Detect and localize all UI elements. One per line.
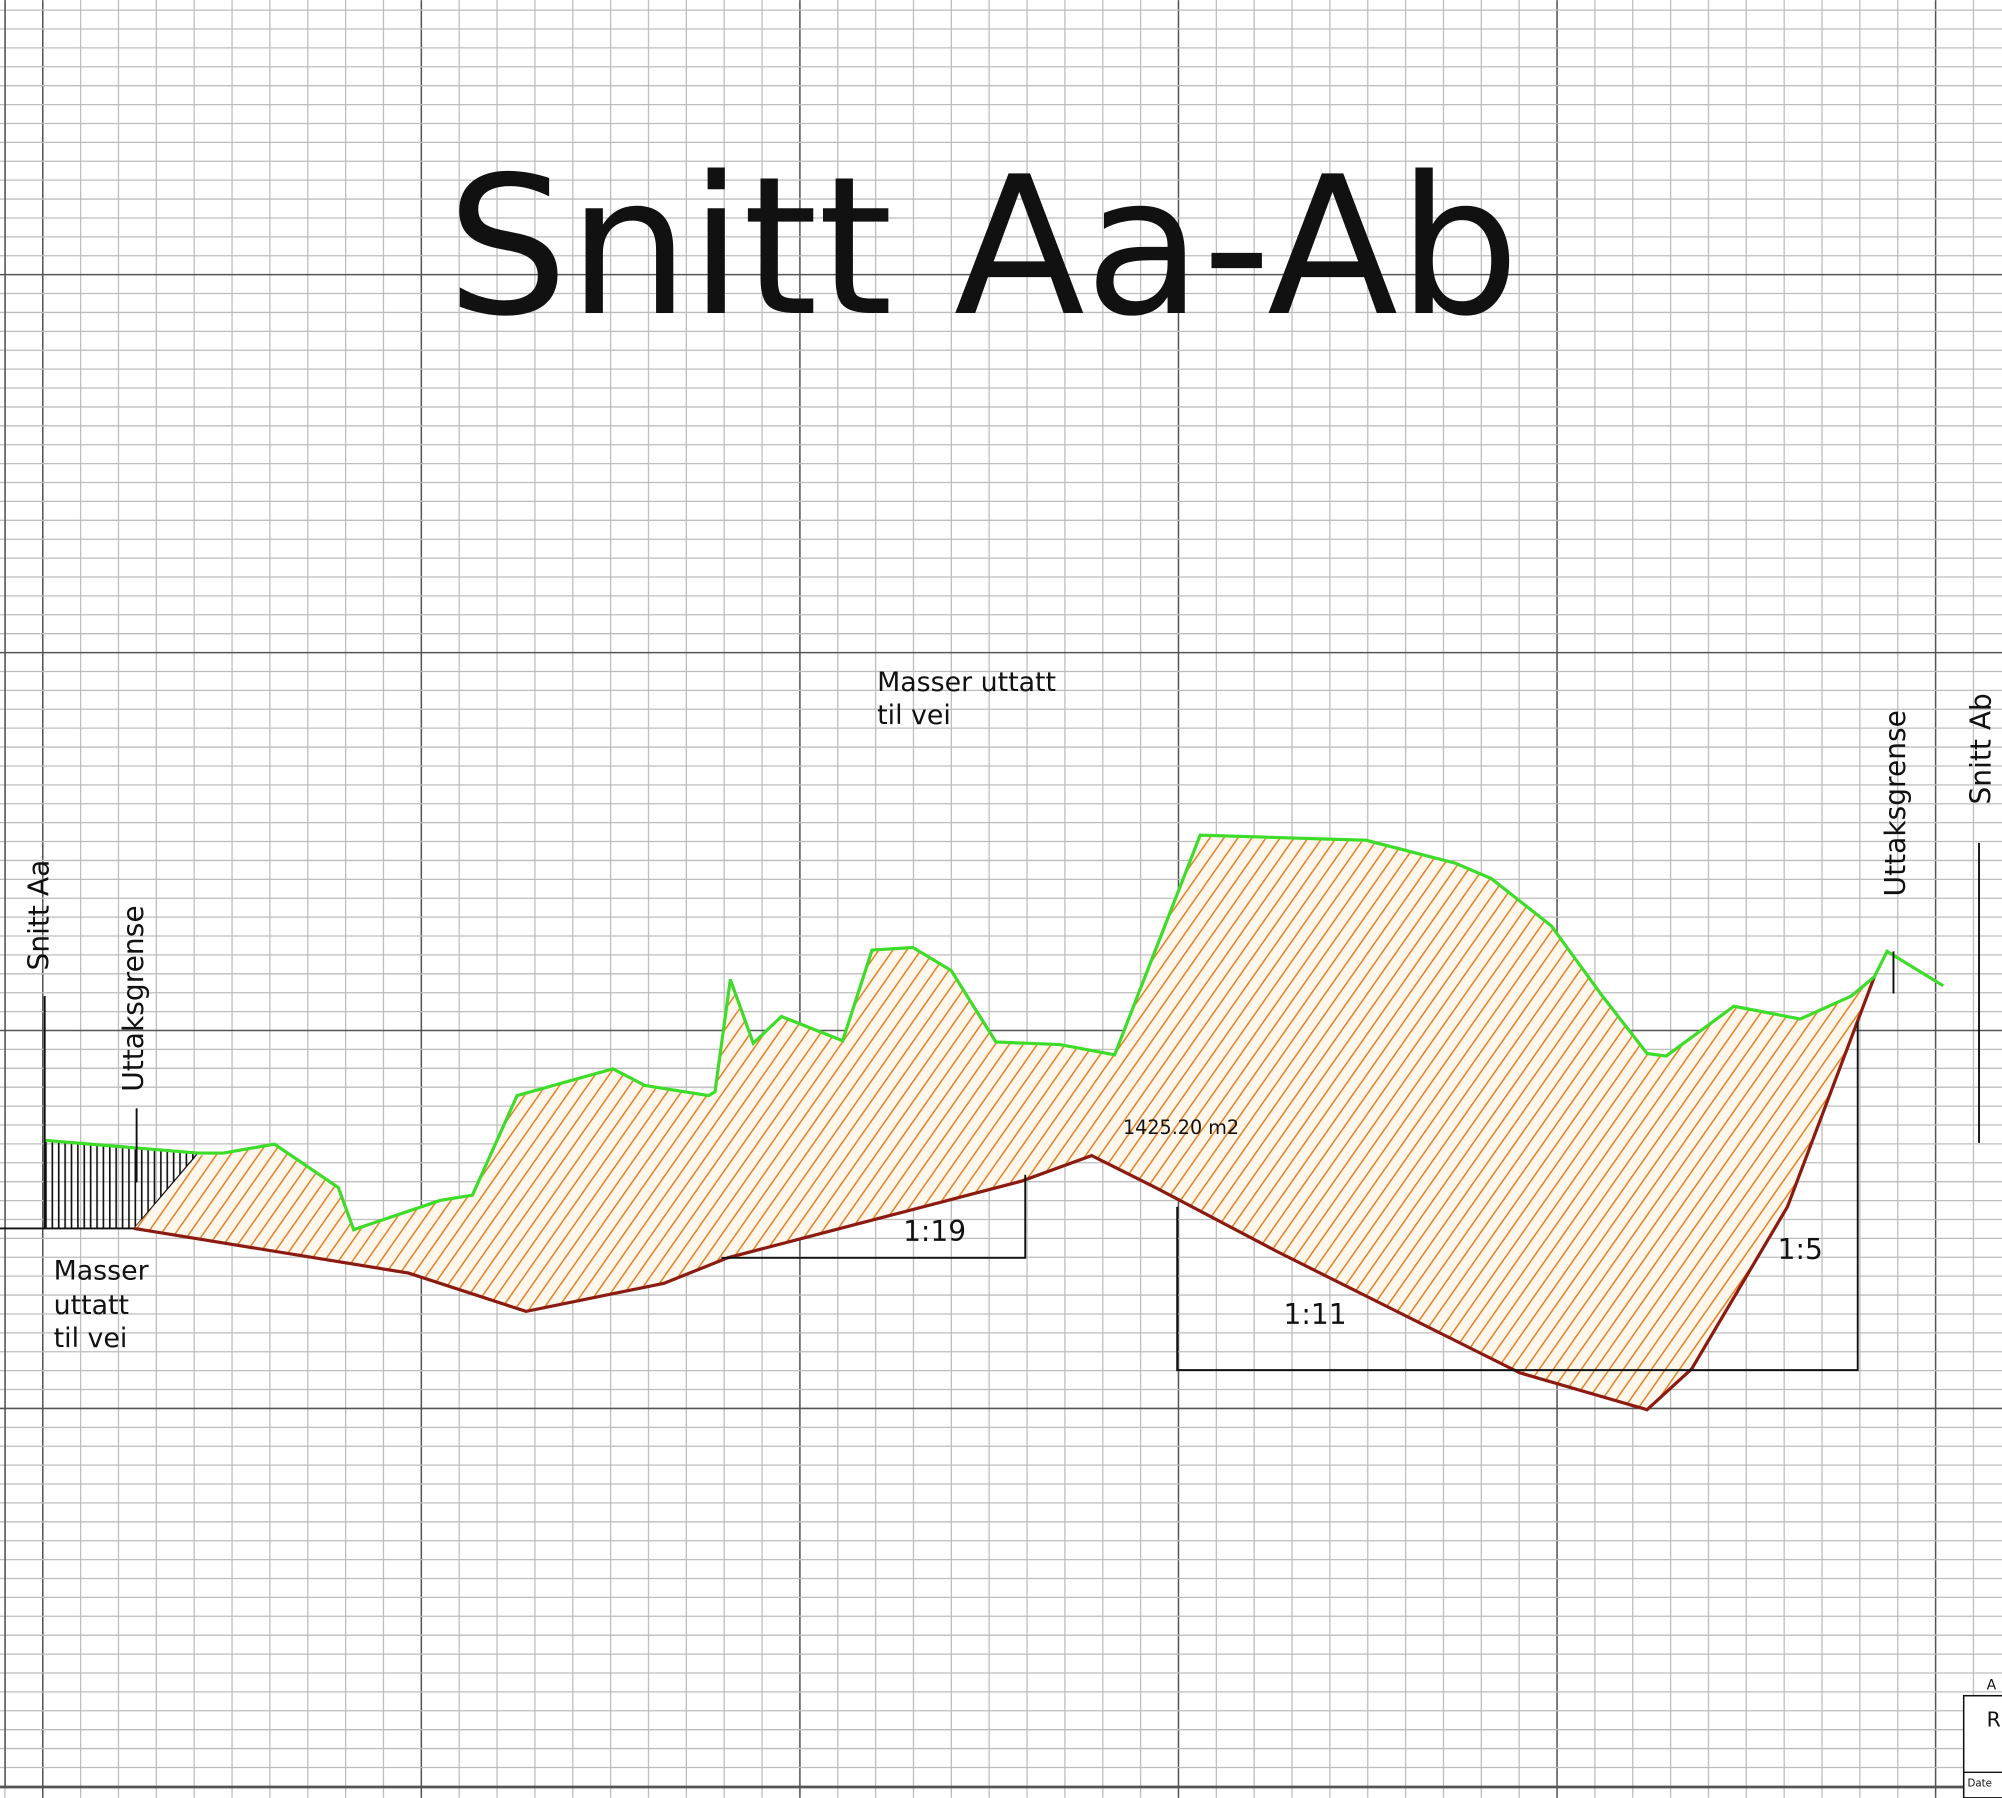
title-block-text: Date <box>1968 1778 1992 1789</box>
slope-label: 1:11 <box>1284 1298 1347 1331</box>
section-end-label: Snitt Ab <box>1965 693 1998 804</box>
note: Masser uttatt til vei <box>54 1255 158 1354</box>
boundary-label: Uttaksgrense <box>117 905 150 1091</box>
excavation-area <box>134 835 1875 1410</box>
title-block-text: A <box>1987 1677 1997 1693</box>
note: Masser uttatt til vei <box>877 667 1064 731</box>
title-block-text: R <box>1987 1707 2001 1731</box>
area-label: 1425.20 m2 <box>1123 1116 1239 1139</box>
excavation-bottom <box>133 976 1876 1412</box>
boundary-label: Uttaksgrense <box>1879 710 1912 896</box>
slope-label: 1:5 <box>1778 1233 1823 1266</box>
dimension-lines <box>0 842 1980 1372</box>
title-block <box>1962 1694 2002 1798</box>
section-start-label: Snitt Aa <box>23 860 56 971</box>
slope-label: 1:19 <box>903 1215 966 1248</box>
title: Snitt Aa-Ab <box>447 136 1520 359</box>
terrain-line <box>44 833 1945 1232</box>
